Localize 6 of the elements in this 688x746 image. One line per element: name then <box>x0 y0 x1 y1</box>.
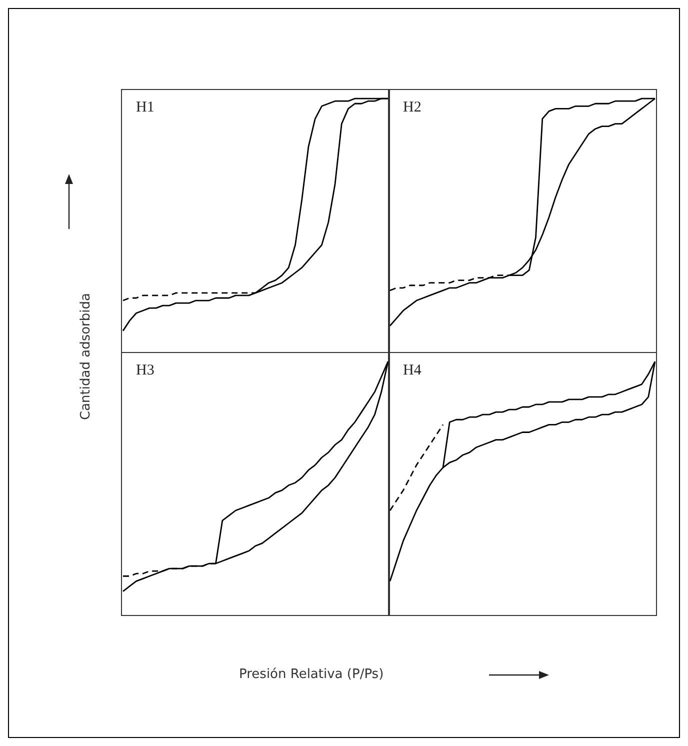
chart-title: H4 <box>402 362 422 378</box>
chart-title: H3 <box>136 362 154 378</box>
x-axis-title: Presión Relativa (P/Ps) <box>239 667 384 682</box>
y-axis-title: Cantidad adsorbida <box>78 292 94 422</box>
chart-title: H2 <box>402 98 421 115</box>
chart-title: H1 <box>136 98 154 115</box>
